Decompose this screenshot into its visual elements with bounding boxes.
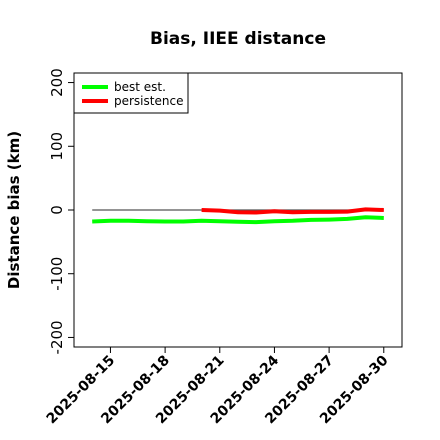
y-tick-label: 100	[48, 132, 66, 161]
y-tick-label: -200	[48, 320, 66, 354]
y-axis-label: Distance bias (km)	[5, 131, 23, 289]
legend-box	[73, 72, 189, 114]
legend: best est.persistence	[73, 72, 189, 114]
x-axis: 2025-08-152025-08-182025-08-212025-08-24…	[44, 347, 392, 427]
series-line-best-est	[92, 215, 384, 225]
chart-title: Bias, IIEE distance	[150, 29, 326, 49]
series-line-persistence	[201, 207, 384, 215]
y-axis: -200 -100 0 100 200	[48, 68, 74, 354]
legend-label: persistence	[114, 94, 183, 108]
y-tick-label: -100	[48, 257, 66, 291]
series-layer	[92, 207, 384, 225]
legend-label: best est.	[114, 80, 166, 94]
y-tick-label: 0	[48, 205, 66, 215]
y-tick-label: 200	[48, 68, 66, 97]
